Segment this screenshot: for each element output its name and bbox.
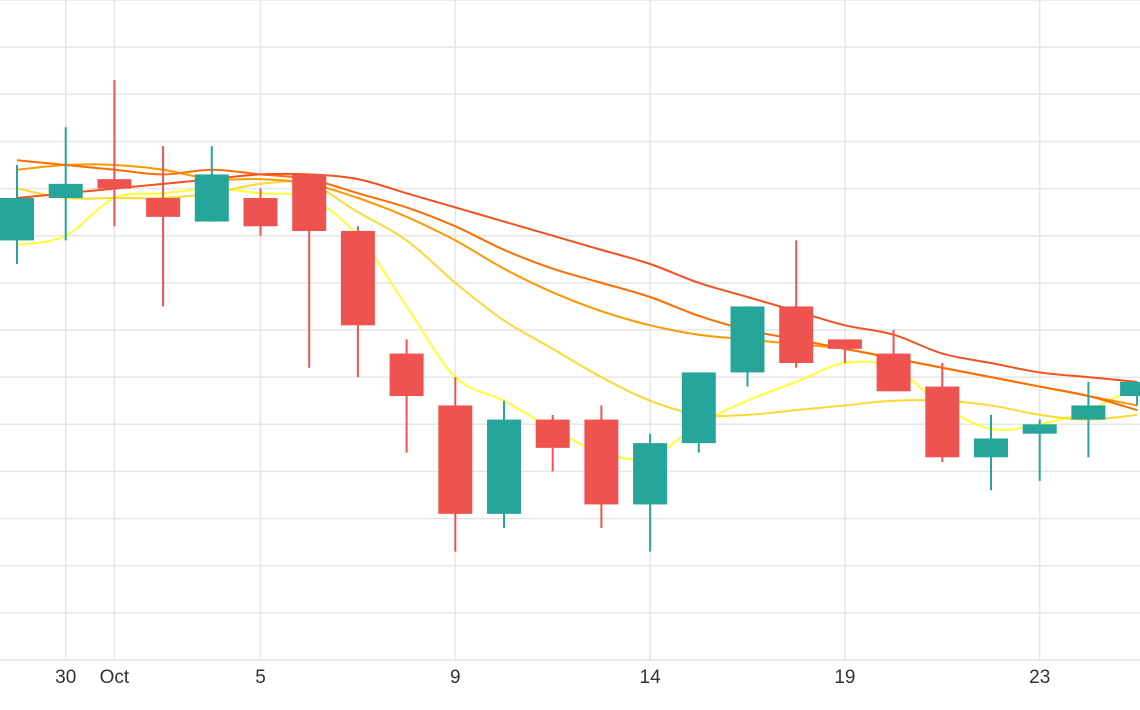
candle: [243, 188, 278, 236]
candle: [779, 240, 814, 368]
candle-body: [974, 438, 1008, 458]
candle: [340, 226, 375, 378]
candle-body: [535, 419, 570, 448]
candle-body: [146, 198, 181, 217]
candle-body: [292, 174, 327, 231]
candle: [194, 146, 229, 222]
candle-body: [876, 353, 911, 392]
candle-body: [1022, 424, 1057, 434]
candle-body: [584, 419, 619, 505]
candle-body: [730, 306, 765, 373]
candle-body: [438, 405, 473, 514]
candle: [925, 363, 960, 462]
candle-body: [827, 339, 862, 349]
candle: [730, 306, 765, 387]
candle-body: [633, 443, 668, 505]
candle: [389, 339, 424, 453]
candle-body: [487, 419, 521, 514]
moving-average-line-3: [16, 163, 1138, 407]
candle-body: [681, 372, 716, 444]
candle: [292, 174, 327, 368]
x-tick-label: 19: [834, 667, 855, 688]
candle: [681, 372, 716, 453]
moving-average-line-2: [16, 180, 1138, 421]
x-axis-tick-labels: 30 Oct 5 9 14 19 23: [55, 667, 1050, 688]
candle-body: [340, 231, 375, 326]
candle-body: [48, 183, 83, 198]
x-tick-label: 23: [1029, 667, 1050, 688]
candle: [633, 433, 668, 552]
candle: [974, 414, 1008, 491]
candle: [1071, 381, 1106, 458]
moving-average-line-1: [16, 187, 1138, 461]
candle: [146, 146, 181, 307]
moving-average-line-5: [16, 172, 1138, 383]
candle: [1022, 419, 1057, 481]
candle-body: [194, 174, 229, 222]
candle: [535, 414, 570, 472]
candle-body: [1120, 381, 1140, 396]
moving-average-line-4: [16, 159, 1138, 412]
x-tick-label: 9: [450, 667, 461, 688]
x-tick-label: 14: [640, 667, 662, 688]
candle-body: [0, 198, 34, 241]
candle: [48, 127, 83, 241]
candle: [97, 80, 132, 227]
candle-body: [243, 198, 278, 227]
candle-body: [925, 386, 960, 458]
candle: [1120, 381, 1140, 406]
candle-body: [1071, 405, 1106, 420]
x-tick-label: 5: [255, 667, 266, 688]
moving-average-lines: [16, 159, 1138, 461]
candle: [438, 377, 473, 552]
candle: [827, 339, 862, 363]
candle: [487, 400, 521, 528]
candles: [0, 80, 1140, 552]
x-tick-label: Oct: [100, 667, 130, 688]
candle: [0, 165, 34, 264]
horizontal-gridlines: [0, 0, 1140, 661]
candle-body: [389, 353, 424, 396]
candle-body: [97, 179, 132, 189]
candle-body: [779, 306, 814, 363]
candle: [876, 330, 911, 392]
candle: [584, 405, 619, 528]
x-tick-label: 30: [55, 667, 76, 688]
